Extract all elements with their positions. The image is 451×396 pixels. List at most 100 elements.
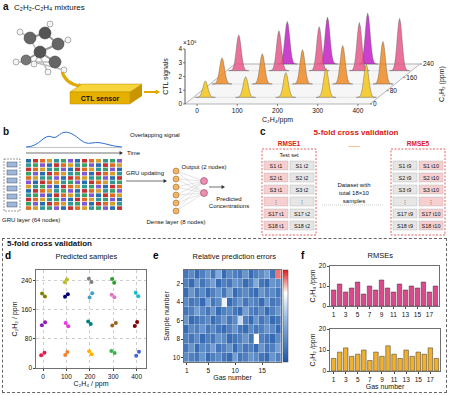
svg-text:0: 0 [322, 302, 326, 309]
svg-text:15: 15 [259, 367, 267, 374]
svg-text:S18 t10: S18 t10 [422, 223, 441, 229]
svg-text:8: 8 [176, 335, 180, 342]
svg-text:13: 13 [402, 311, 410, 318]
svg-text:200: 200 [84, 373, 95, 380]
svg-text:100: 100 [61, 373, 72, 380]
svg-text:80: 80 [25, 335, 33, 342]
svg-text:17: 17 [426, 311, 434, 318]
svg-text:S2 t9: S2 t9 [399, 175, 412, 181]
svg-text:b: b [3, 126, 9, 137]
svg-text:Predicted: Predicted [216, 196, 241, 202]
svg-text:S17 t9: S17 t9 [397, 211, 413, 217]
svg-text:7: 7 [368, 311, 372, 318]
svg-text:5: 5 [206, 367, 210, 374]
svg-text:400: 400 [353, 107, 364, 114]
svg-text:10: 10 [173, 354, 181, 361]
svg-text:S1 t2: S1 t2 [296, 163, 309, 169]
svg-text:S3 t9: S3 t9 [399, 187, 412, 193]
svg-text:300: 300 [108, 373, 119, 380]
svg-text:4: 4 [178, 45, 182, 52]
svg-text:0: 0 [322, 367, 326, 374]
svg-text:S2 t2: S2 t2 [296, 175, 309, 181]
svg-text:Dataset with: Dataset with [337, 182, 370, 188]
svg-text:Gas number: Gas number [213, 374, 252, 381]
svg-text:2: 2 [178, 73, 182, 80]
svg-text:11: 11 [391, 376, 398, 383]
svg-text:⋮: ⋮ [428, 199, 434, 205]
svg-text:C₂H₄ /ppm: C₂H₄ /ppm [309, 269, 317, 302]
svg-text:240: 240 [423, 60, 434, 67]
svg-text:0: 0 [41, 373, 45, 380]
svg-text:Dense layer (8 nodes): Dense layer (8 nodes) [146, 219, 205, 225]
svg-text:⋮: ⋮ [402, 199, 408, 205]
svg-text:⋮: ⋮ [273, 199, 279, 205]
svg-text:Output (2 nodes): Output (2 nodes) [181, 164, 226, 170]
svg-text:5: 5 [356, 311, 360, 318]
svg-text:5-fold cross validation: 5-fold cross validation [314, 128, 399, 137]
svg-text:S1 t9: S1 t9 [399, 163, 412, 169]
svg-text:200: 200 [272, 107, 283, 114]
svg-text:......: ...... [348, 141, 360, 148]
svg-text:0: 0 [178, 100, 182, 107]
svg-text:S3 t10: S3 t10 [423, 187, 439, 193]
svg-text:15: 15 [415, 376, 423, 383]
svg-text:Predicted samples: Predicted samples [55, 252, 117, 261]
svg-text:C₂H₄/ppm: C₂H₄/ppm [262, 116, 293, 124]
svg-text:S17 t2: S17 t2 [294, 211, 310, 217]
svg-text:20: 20 [319, 325, 327, 332]
svg-text:S18 t9: S18 t9 [397, 223, 413, 229]
svg-text:a: a [3, 1, 9, 12]
svg-text:11: 11 [390, 311, 397, 318]
svg-text:S2 t10: S2 t10 [423, 175, 439, 181]
svg-text:160: 160 [21, 306, 32, 313]
svg-text:1: 1 [332, 376, 336, 383]
svg-text:9: 9 [380, 311, 384, 318]
svg-text:80: 80 [390, 87, 398, 94]
svg-text:S17 t1: S17 t1 [268, 211, 284, 217]
svg-text:300: 300 [312, 107, 323, 114]
svg-text:17: 17 [427, 376, 435, 383]
svg-text:samples: samples [343, 198, 365, 204]
svg-text:S1 t10: S1 t10 [423, 163, 439, 169]
svg-text:×10⁵: ×10⁵ [183, 39, 197, 46]
svg-text:S3 t1: S3 t1 [270, 187, 283, 193]
svg-text:Time: Time [127, 150, 141, 156]
svg-text:2: 2 [176, 280, 180, 287]
svg-text:3: 3 [344, 311, 348, 318]
svg-text:9: 9 [380, 376, 384, 383]
svg-text:240: 240 [21, 277, 32, 284]
svg-text:Overlapping signal: Overlapping signal [130, 132, 180, 138]
svg-text:S18 t1: S18 t1 [268, 223, 284, 229]
svg-text:GRU layer (64 nodes): GRU layer (64 nodes) [2, 217, 60, 223]
svg-text:Sample number: Sample number [163, 291, 171, 341]
svg-text:S17 t10: S17 t10 [422, 211, 441, 217]
svg-text:400: 400 [131, 373, 142, 380]
svg-text:C₂H₂ /ppm: C₂H₂ /ppm [309, 333, 317, 366]
svg-text:100: 100 [232, 107, 243, 114]
svg-text:C₂H₂ / ppm: C₂H₂ / ppm [11, 301, 19, 336]
svg-text:Concentrations: Concentrations [209, 203, 249, 209]
svg-text:10: 10 [232, 367, 240, 374]
svg-text:0: 0 [373, 100, 377, 107]
svg-text:GRU updating: GRU updating [126, 170, 164, 176]
svg-text:3: 3 [178, 59, 182, 66]
svg-text:S18 t2: S18 t2 [294, 223, 310, 229]
svg-text:5: 5 [356, 376, 360, 383]
svg-text:10: 10 [319, 282, 327, 289]
svg-text:⋮: ⋮ [299, 199, 305, 205]
svg-text:1: 1 [178, 87, 182, 94]
svg-text:1: 1 [185, 367, 189, 374]
svg-text:S3 t2: S3 t2 [296, 187, 309, 193]
svg-text:Test set: Test set [280, 152, 299, 158]
svg-text:4: 4 [176, 298, 180, 305]
svg-text:CTL signals: CTL signals [162, 58, 170, 95]
svg-text:0: 0 [195, 107, 199, 114]
svg-text:0: 0 [28, 364, 32, 371]
svg-text:RMSE5: RMSE5 [407, 140, 430, 147]
svg-text:RMSEs: RMSEs [368, 252, 394, 260]
svg-text:S2 t1: S2 t1 [270, 175, 283, 181]
svg-text:160: 160 [406, 74, 417, 81]
svg-text:S1 t1: S1 t1 [270, 163, 283, 169]
svg-text:20: 20 [319, 262, 327, 269]
svg-text:15: 15 [414, 311, 422, 318]
